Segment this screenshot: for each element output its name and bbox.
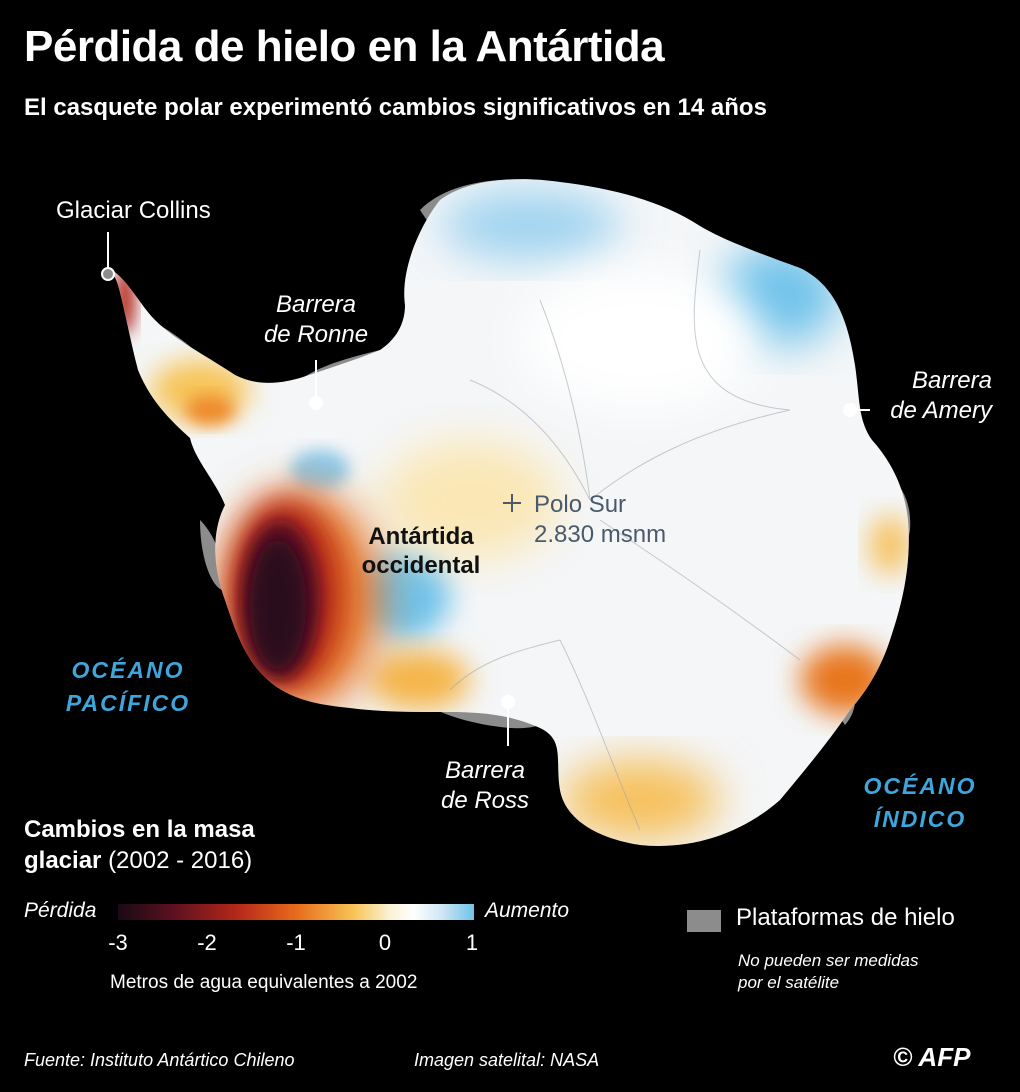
- label-amery-line-1: Barrera: [911, 367, 992, 394]
- label-indian-line-1: OCÉANO: [863, 773, 977, 799]
- legend-tick: -3: [108, 930, 128, 955]
- ronne-marker: [309, 396, 323, 410]
- amery-marker: [843, 403, 857, 417]
- ice-shelf-note: No pueden ser medidas por el satélite: [738, 950, 919, 994]
- ice-shelf-label: Plataformas de hielo: [736, 904, 955, 931]
- label-ross-line-1: Barrera: [444, 757, 526, 784]
- label-amery-line-2: de Amery: [890, 397, 992, 424]
- label-oceano-pacifico: OCÉANO PACÍFICO: [56, 654, 200, 721]
- label-ronne-line-1: Barrera: [275, 291, 357, 318]
- imagery-credit: Imagen satelital: NASA: [414, 1050, 600, 1070]
- ice-shelf-swatch: [687, 910, 721, 932]
- legend-period: (2002 - 2016): [108, 847, 253, 875]
- label-pole-name: Polo Sur: [534, 491, 627, 518]
- label-west-line-2: occidental: [361, 551, 481, 579]
- source-credit: Fuente: Instituto Antártico Chileno: [24, 1050, 295, 1070]
- collins-marker: [101, 267, 115, 281]
- antarctica-continent: [108, 179, 909, 846]
- label-indian-line-2: ÍNDICO: [873, 806, 967, 833]
- legend-high-label: Aumento: [485, 899, 570, 922]
- label-barrera-amery: Barrera de Amery: [860, 366, 992, 426]
- label-polo-sur: Polo Sur 2.830 msnm: [534, 490, 666, 550]
- legend-tick: 0: [378, 930, 392, 955]
- label-oceano-indico: OCÉANO ÍNDICO: [858, 770, 982, 837]
- afp-logo: © AFP: [893, 1042, 971, 1072]
- legend-low-label: Pérdida: [24, 899, 97, 922]
- legend-title: Cambios en la masa glaciar (2002 - 2016): [24, 814, 255, 876]
- ice-shelf-note-line-2: por el satélite: [738, 973, 840, 993]
- legend-color-bar: [118, 904, 474, 920]
- legend-tick: -2: [197, 930, 217, 955]
- label-antartida-occidental: Antártida occidental: [350, 523, 492, 581]
- page-title: Pérdida de hielo en la Antártida: [24, 22, 665, 71]
- label-pole-altitude: 2.830 msnm: [534, 521, 667, 548]
- label-ross-line-2: de Ross: [440, 787, 530, 814]
- page-subtitle: El casquete polar experimentó cambios si…: [24, 94, 767, 121]
- ice-shelf-note-line-1: No pueden ser medidas: [738, 951, 919, 970]
- legend-title-line-1: Cambios en la masa: [24, 816, 255, 843]
- legend-title-line-2: glaciar: [24, 847, 102, 875]
- ross-marker: [501, 695, 515, 709]
- label-barrera-ronne: Barrera de Ronne: [246, 290, 386, 350]
- label-west-line-1: Antártida: [368, 523, 474, 550]
- legend-tick: 1: [465, 930, 479, 955]
- label-ronne-line-2: de Ronne: [263, 321, 369, 348]
- south-pole-marker: [503, 494, 521, 512]
- legend-units: Metros de agua equivalentes a 2002: [110, 972, 418, 993]
- legend-tick: -1: [286, 930, 306, 955]
- label-pacific-line-1: OCÉANO: [71, 657, 185, 683]
- label-glaciar-collins: Glaciar Collins: [56, 197, 211, 224]
- label-barrera-ross: Barrera de Ross: [422, 756, 548, 816]
- label-pacific-line-2: PACÍFICO: [65, 690, 191, 717]
